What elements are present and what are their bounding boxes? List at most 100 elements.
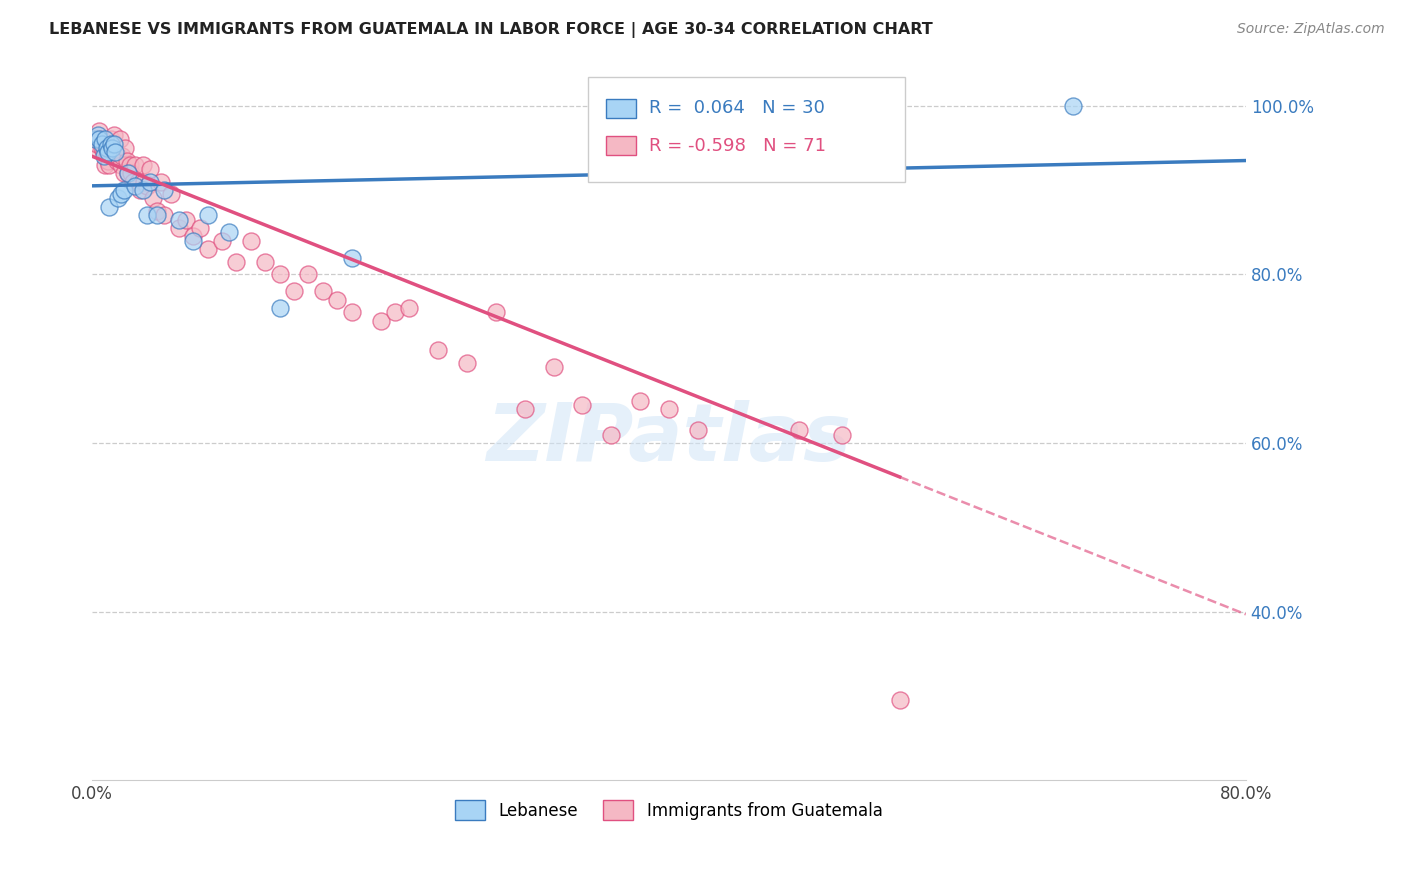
Point [132,175,155,189]
Point [153,183,176,197]
Point [153,208,176,222]
Point [117,166,139,180]
Point [225,254,247,268]
Point [93,145,115,160]
Point [340,251,363,265]
Point [312,285,335,299]
Point [174,212,197,227]
Point [239,234,262,248]
Point [340,305,363,319]
Point [188,221,211,235]
Point [136,208,159,222]
Point [104,145,127,160]
Point [283,285,305,299]
Point [111,149,134,163]
Point [100,136,122,151]
Point [197,242,219,256]
Text: Source: ZipAtlas.com: Source: ZipAtlas.com [1237,22,1385,37]
Point [89,124,111,138]
Point [1062,99,1084,113]
Point [94,158,117,172]
Point [181,229,204,244]
Point [101,141,124,155]
Point [146,208,169,222]
Point [112,183,135,197]
Point [427,343,450,358]
Point [103,136,125,151]
Point [181,234,204,248]
Point [131,158,153,172]
Point [103,128,125,143]
Point [100,132,122,146]
Point [628,393,651,408]
Point [115,153,138,168]
Point [218,225,240,239]
Point [160,187,183,202]
Point [86,136,108,151]
Point [297,268,319,282]
Point [90,132,112,146]
Point [117,166,139,180]
Point [108,132,131,146]
Point [686,423,709,437]
Point [326,293,349,307]
Point [384,305,406,319]
Point [104,149,127,163]
Point [91,136,114,151]
Point [456,356,478,370]
Point [889,693,911,707]
FancyBboxPatch shape [606,136,636,155]
Point [658,402,681,417]
Point [87,128,110,143]
Point [543,360,565,375]
Point [146,204,169,219]
Point [96,149,118,163]
Point [269,268,291,282]
Point [124,178,146,193]
Point [121,175,143,189]
Point [398,301,420,315]
Point [211,234,233,248]
Text: LEBANESE VS IMMIGRANTS FROM GUATEMALA IN LABOR FORCE | AGE 30-34 CORRELATION CHA: LEBANESE VS IMMIGRANTS FROM GUATEMALA IN… [49,22,934,38]
Text: ZIPatlas: ZIPatlas [486,401,852,478]
Point [787,423,810,437]
Point [197,208,219,222]
Point [87,132,110,146]
Point [124,158,146,172]
Point [167,221,190,235]
Point [101,149,124,163]
Point [120,166,142,180]
Point [107,192,129,206]
Point [114,141,136,155]
Point [513,402,536,417]
Point [571,398,593,412]
Point [831,427,853,442]
Point [84,141,107,155]
Point [139,175,162,189]
Point [142,192,165,206]
Point [98,200,121,214]
Point [98,158,121,172]
Point [370,314,392,328]
Point [91,132,114,146]
Point [107,149,129,163]
Point [600,427,623,442]
Point [269,301,291,315]
Point [93,149,115,163]
Point [128,183,150,197]
Point [110,187,132,202]
Point [97,145,120,160]
Point [131,183,153,197]
Legend: Lebanese, Immigrants from Guatemala: Lebanese, Immigrants from Guatemala [449,794,889,826]
Point [91,141,114,155]
FancyBboxPatch shape [588,77,905,182]
Point [110,158,132,172]
Point [167,212,190,227]
Point [136,178,159,193]
Point [112,166,135,180]
Point [485,305,508,319]
Point [127,175,149,189]
Point [94,132,117,146]
Point [118,158,141,172]
Point [97,153,120,168]
